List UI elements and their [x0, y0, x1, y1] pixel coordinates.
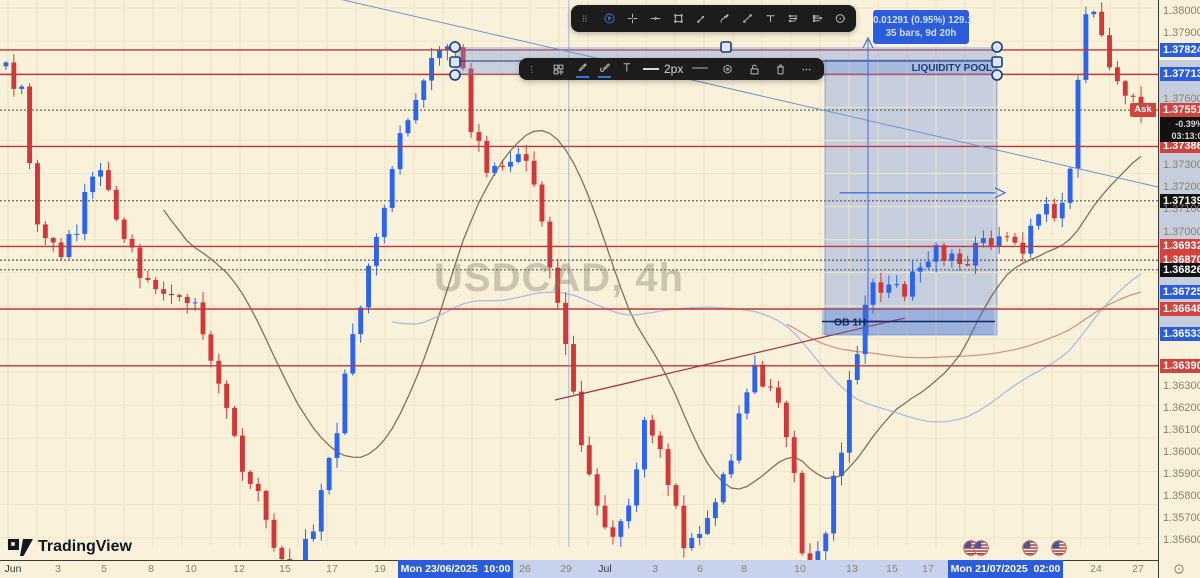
svg-text:OB 1H: OB 1H [834, 317, 866, 329]
svg-text:LIQUIDITY POOL: LIQUIDITY POOL [912, 63, 992, 74]
